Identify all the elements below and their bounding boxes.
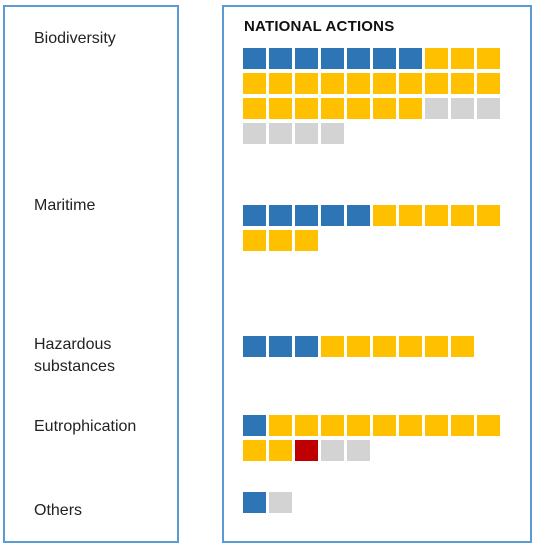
waffle-square-hazardous-substances-blue: [295, 336, 318, 357]
waffle-square-biodiversity-yellow: [347, 98, 370, 119]
waffle-square-biodiversity-yellow: [477, 48, 500, 69]
national-actions-panel: [222, 5, 532, 543]
waffle-square-biodiversity-grey: [269, 123, 292, 144]
waffle-square-eutrophication-yellow: [295, 415, 318, 436]
waffle-square-maritime-yellow: [373, 205, 396, 226]
waffle-square-biodiversity-grey: [321, 123, 344, 144]
waffle-square-eutrophication-yellow: [451, 415, 474, 436]
waffle-square-biodiversity-yellow: [425, 48, 448, 69]
waffle-square-maritime-blue: [243, 205, 266, 226]
waffle-square-eutrophication-yellow: [347, 415, 370, 436]
waffle-square-biodiversity-yellow: [399, 98, 422, 119]
category-label-hazardous-substances: Hazardous substances: [34, 336, 115, 375]
waffle-square-eutrophication-yellow: [269, 415, 292, 436]
waffle-square-eutrophication-red: [295, 440, 318, 461]
category-label-others: Others: [34, 502, 83, 519]
waffle-square-others-blue: [243, 492, 266, 513]
waffle-square-biodiversity-yellow: [243, 73, 266, 94]
waffle-square-eutrophication-yellow: [321, 415, 344, 436]
waffle-square-eutrophication-grey: [321, 440, 344, 461]
waffle-square-eutrophication-yellow: [269, 440, 292, 461]
category-label-maritime: Maritime: [34, 197, 96, 214]
waffle-square-maritime-blue: [347, 205, 370, 226]
waffle-square-biodiversity-grey: [425, 98, 448, 119]
waffle-square-biodiversity-blue: [243, 48, 266, 69]
waffle-square-maritime-yellow: [295, 230, 318, 251]
waffle-square-hazardous-substances-blue: [269, 336, 292, 357]
category-label-eutrophication: Eutrophication: [34, 418, 137, 435]
waffle-square-maritime-yellow: [399, 205, 422, 226]
waffle-square-biodiversity-yellow: [321, 73, 344, 94]
waffle-square-hazardous-substances-yellow: [451, 336, 474, 357]
waffle-square-eutrophication-grey: [347, 440, 370, 461]
waffle-square-biodiversity-yellow: [451, 73, 474, 94]
waffle-square-hazardous-substances-yellow: [373, 336, 396, 357]
waffle-square-maritime-yellow: [425, 205, 448, 226]
waffle-square-eutrophication-yellow: [243, 440, 266, 461]
waffle-square-biodiversity-yellow: [451, 48, 474, 69]
waffle-square-biodiversity-grey: [451, 98, 474, 119]
waffle-square-eutrophication-yellow: [477, 415, 500, 436]
waffle-square-biodiversity-blue: [269, 48, 292, 69]
waffle-square-hazardous-substances-yellow: [425, 336, 448, 357]
waffle-square-biodiversity-grey: [295, 123, 318, 144]
waffle-square-biodiversity-grey: [243, 123, 266, 144]
panel-title: NATIONAL ACTIONS: [244, 18, 395, 35]
waffle-square-eutrophication-yellow: [399, 415, 422, 436]
waffle-square-maritime-blue: [295, 205, 318, 226]
waffle-square-biodiversity-blue: [373, 48, 396, 69]
waffle-square-biodiversity-yellow: [399, 73, 422, 94]
waffle-square-biodiversity-grey: [477, 98, 500, 119]
category-labels-panel: [3, 5, 179, 543]
waffle-square-biodiversity-yellow: [347, 73, 370, 94]
waffle-square-hazardous-substances-yellow: [321, 336, 344, 357]
waffle-square-biodiversity-yellow: [373, 98, 396, 119]
waffle-square-eutrophication-yellow: [373, 415, 396, 436]
waffle-square-eutrophication-yellow: [425, 415, 448, 436]
waffle-square-biodiversity-yellow: [295, 73, 318, 94]
waffle-square-hazardous-substances-blue: [243, 336, 266, 357]
waffle-square-maritime-blue: [321, 205, 344, 226]
waffle-square-biodiversity-yellow: [295, 98, 318, 119]
category-label-biodiversity: Biodiversity: [34, 30, 116, 47]
waffle-square-biodiversity-yellow: [243, 98, 266, 119]
waffle-square-maritime-yellow: [477, 205, 500, 226]
waffle-square-biodiversity-blue: [347, 48, 370, 69]
waffle-square-hazardous-substances-yellow: [347, 336, 370, 357]
waffle-square-biodiversity-yellow: [321, 98, 344, 119]
waffle-square-biodiversity-yellow: [269, 98, 292, 119]
waffle-square-hazardous-substances-yellow: [399, 336, 422, 357]
waffle-square-biodiversity-yellow: [373, 73, 396, 94]
waffle-square-biodiversity-yellow: [269, 73, 292, 94]
waffle-square-others-grey: [269, 492, 292, 513]
waffle-square-maritime-yellow: [269, 230, 292, 251]
waffle-square-biodiversity-yellow: [477, 73, 500, 94]
waffle-square-biodiversity-yellow: [425, 73, 448, 94]
waffle-square-biodiversity-blue: [295, 48, 318, 69]
waffle-square-maritime-yellow: [243, 230, 266, 251]
waffle-square-biodiversity-blue: [321, 48, 344, 69]
waffle-square-eutrophication-blue: [243, 415, 266, 436]
waffle-square-maritime-blue: [269, 205, 292, 226]
waffle-square-maritime-yellow: [451, 205, 474, 226]
waffle-square-biodiversity-blue: [399, 48, 422, 69]
